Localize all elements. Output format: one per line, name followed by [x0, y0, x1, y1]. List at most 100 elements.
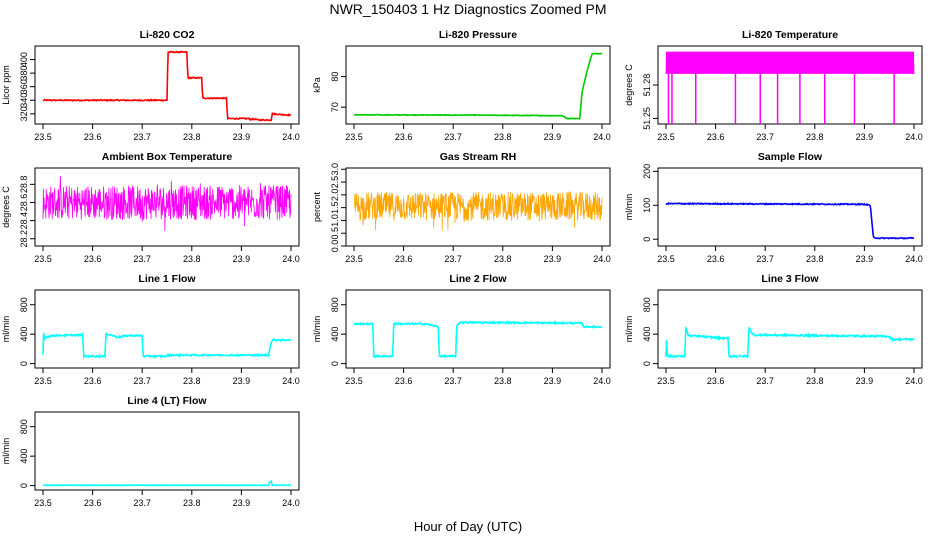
plot-frame: [34, 167, 300, 247]
x-tick-label: 23.6: [84, 254, 102, 264]
series-line: [353, 52, 603, 120]
x-tick-label: 23.8: [494, 254, 512, 264]
x-tick-label: 23.9: [856, 376, 874, 386]
x-tick-label: 23.8: [494, 132, 512, 142]
series-line: [42, 50, 292, 122]
x-tick-label: 23.5: [345, 376, 363, 386]
x-tick-label: 23.9: [233, 376, 251, 386]
x-tick-label: 23.6: [395, 376, 413, 386]
panel-title: Line 2 Flow: [449, 273, 507, 285]
x-tick-label: 23.9: [233, 132, 251, 142]
x-tick-label: 24.0: [282, 254, 300, 264]
panel-0: Li-820 CO2 23.5 23.6 23.7 23.8 23.9 24.0 320340…: [1, 29, 300, 142]
y-tick-label: 320: [19, 106, 29, 121]
panel-title: Sample Flow: [758, 151, 823, 163]
x-tick-label: 23.9: [856, 254, 874, 264]
x-tick-label: 23.7: [756, 254, 774, 264]
y-tick-label: 400: [642, 327, 652, 342]
y-tick-label: 3.0: [330, 163, 340, 176]
y-axis-label: degrees C: [1, 186, 11, 228]
x-tick-label: 23.5: [34, 498, 52, 508]
series-line: [665, 326, 915, 359]
y-tick-label: 400: [330, 327, 340, 342]
figure-title: NWR_150403 1 Hz Diagnostics Zoomed PM: [329, 1, 606, 17]
x-tick-label: 23.8: [183, 132, 201, 142]
x-tick-label: 23.8: [183, 376, 201, 386]
y-axis-label: degrees C: [624, 64, 634, 106]
x-tick-label: 23.8: [806, 254, 824, 264]
y-tick-label: 400: [19, 449, 29, 464]
x-tick-label: 23.8: [183, 254, 201, 264]
y-axis-label: kPa: [312, 77, 322, 93]
plot-frame: [345, 167, 611, 247]
x-tick-label: 23.8: [183, 498, 201, 508]
x-tick-label: 24.0: [905, 376, 923, 386]
x-tick-label: 23.5: [34, 376, 52, 386]
y-tick-label: 380: [19, 66, 29, 81]
panel-title: Gas Stream RH: [440, 151, 516, 163]
y-tick-label: 340: [19, 93, 29, 108]
x-tick-label: 24.0: [282, 376, 300, 386]
plot-frame: [34, 289, 300, 369]
x-tick-label: 23.9: [233, 254, 251, 264]
x-tick-label: 23.5: [657, 132, 675, 142]
plot-frame: [657, 289, 923, 369]
y-tick-label: 51.28: [642, 74, 652, 97]
y-tick-label: 800: [330, 297, 340, 312]
y-tick-label: 800: [19, 297, 29, 312]
x-tick-label: 23.6: [395, 254, 413, 264]
panel-title: Li-820 CO2: [140, 29, 195, 41]
panel-title: Line 4 (LT) Flow: [127, 395, 207, 407]
x-tick-label: 23.6: [707, 132, 725, 142]
panel-4: Gas Stream RH 23.5 23.6 23.7 23.8 23.9 24.0 0.0…: [312, 151, 611, 264]
x-tick-label: 23.6: [707, 376, 725, 386]
x-tick-label: 23.6: [395, 132, 413, 142]
y-axis-label: percent: [312, 191, 322, 222]
y-tick-label: 1.0: [330, 214, 340, 227]
y-tick-label: 2.0: [330, 189, 340, 202]
panel-title: Line 3 Flow: [761, 273, 819, 285]
x-tick-label: 24.0: [282, 132, 300, 142]
y-tick-label: 800: [642, 297, 652, 312]
y-axis-label: Licor ppm: [1, 65, 11, 105]
y-axis-label: ml/min: [1, 438, 11, 465]
x-tick-label: 23.5: [345, 132, 363, 142]
x-tick-label: 23.5: [34, 254, 52, 264]
y-axis-label: ml/min: [1, 316, 11, 343]
y-tick-label: 2.5: [330, 176, 340, 189]
panel-title: Li-820 Pressure: [439, 29, 517, 41]
series-line: [353, 320, 602, 359]
series-line: [42, 331, 292, 360]
y-tick-label: 28.2: [19, 230, 29, 248]
x-tick-label: 23.8: [806, 132, 824, 142]
y-tick-label: 800: [19, 419, 29, 434]
y-tick-label: 200: [642, 164, 652, 179]
panel-title: Li-820 Temperature: [742, 29, 838, 41]
x-tick-label: 24.0: [593, 132, 611, 142]
x-tick-label: 24.0: [282, 498, 300, 508]
y-tick-label: 28.4: [19, 212, 29, 230]
series-line: [43, 479, 291, 487]
panel-5: Sample Flow 23.5 23.6 23.7 23.8 23.9 24.0 0 100 2…: [624, 151, 923, 264]
y-tick-label: 28.6: [19, 194, 29, 212]
y-tick-label: 1.5: [330, 201, 340, 214]
y-tick-label: 0: [19, 361, 29, 366]
panel-2: Li-820 Temperature 23.5 23.6 23.7 23.8 23.9 24…: [624, 29, 923, 142]
x-tick-label: 23.8: [494, 376, 512, 386]
y-tick-label: 0: [330, 361, 340, 366]
panel-3: Ambient Box Temperature 23.5 23.6 23.7 23.8 2…: [1, 151, 300, 264]
y-tick-label: 0: [642, 361, 652, 366]
panel-9: Line 4 (LT) Flow 23.5 23.6 23.7 23.8 23.9 24.0…: [1, 395, 300, 508]
y-axis-label: ml/min: [312, 316, 322, 343]
y-tick-label: 400: [19, 327, 29, 342]
x-tick-label: 23.5: [657, 254, 675, 264]
x-tick-label: 23.8: [806, 376, 824, 386]
panel-title: Line 1 Flow: [138, 273, 196, 285]
figure-x-axis-label: Hour of Day (UTC): [414, 519, 522, 534]
x-tick-label: 23.6: [707, 254, 725, 264]
panels-group: Li-820 CO2 23.5 23.6 23.7 23.8 23.9 24.0 320340…: [1, 29, 923, 508]
x-tick-label: 23.7: [133, 376, 151, 386]
panel-title: Ambient Box Temperature: [102, 151, 233, 163]
x-tick-label: 23.9: [544, 254, 562, 264]
panel-1: Li-820 Pressure 23.5 23.6 23.7 23.8 23.9 24.0 7…: [312, 29, 611, 142]
